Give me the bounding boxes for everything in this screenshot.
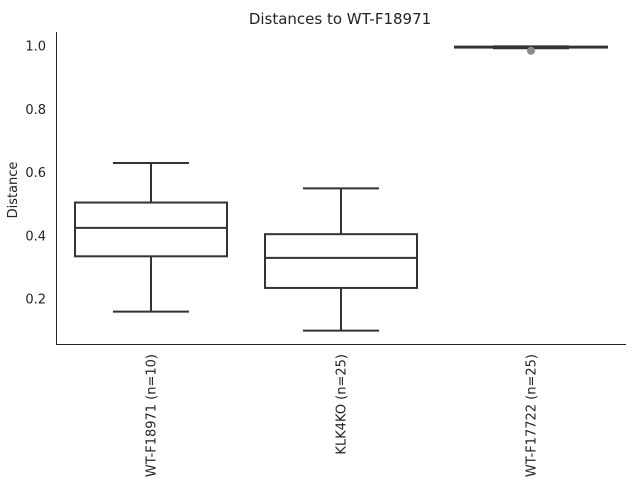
y-tick-label: 0.2 [25, 293, 46, 308]
x-tick-label: WT-F18971 (n=10) [145, 354, 160, 477]
chart-title: Distances to WT-F18971 [249, 10, 431, 28]
y-tick-label: 1.0 [25, 40, 46, 55]
box-group [454, 45, 608, 55]
y-axis-label: Distance [6, 162, 21, 219]
x-tick-label: KLK4KO (n=25) [335, 354, 350, 455]
x-ticks: WT-F18971 (n=10) KLK4KO (n=25) WT-F17722 (… [145, 354, 540, 477]
y-tick-label: 0.8 [25, 103, 46, 118]
y-ticks: 0.2 0.4 0.6 0.8 1.0 [25, 40, 46, 308]
outlier-point [527, 46, 535, 55]
y-tick-label: 0.4 [25, 229, 46, 244]
box-iqr [74, 201, 228, 258]
x-tick-label: WT-F17722 (n=25) [525, 354, 540, 477]
box-iqr [264, 233, 418, 289]
boxes [74, 45, 608, 332]
box-group [74, 162, 228, 313]
y-tick-label: 0.6 [25, 166, 46, 181]
box-group [264, 187, 418, 332]
